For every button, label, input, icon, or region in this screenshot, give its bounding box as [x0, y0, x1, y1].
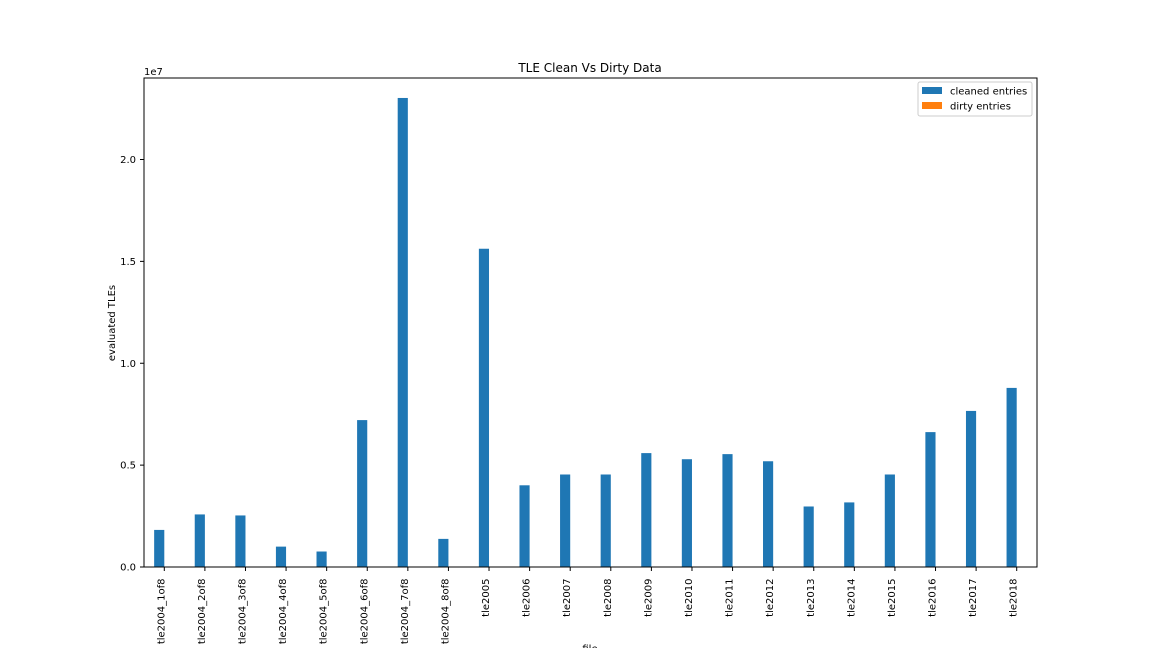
- x-tick-label: tle2017: [968, 579, 979, 617]
- bar-cleaned-tle2014: [844, 502, 855, 567]
- x-tick-label: tle2018: [1009, 579, 1020, 617]
- x-tick-label: tle2004_4of8: [278, 579, 289, 645]
- x-tick-label: tle2004_6of8: [359, 579, 370, 645]
- bars-layer: [154, 97, 1027, 567]
- bar-cleaned-tle2016: [925, 432, 936, 567]
- x-axis-label: file: [582, 644, 597, 648]
- x-tick-label: tle2015: [887, 579, 898, 617]
- x-tick-label: tle2013: [806, 579, 817, 617]
- y-tick-label: 0.5: [120, 461, 136, 472]
- y-tick-label: 1.0: [120, 359, 136, 370]
- x-tick-label: tle2014: [846, 579, 857, 617]
- x-tick-label: tle2009: [643, 579, 654, 617]
- bar-cleaned-tle2012: [763, 461, 774, 567]
- y-axis-label: evaluated TLEs: [107, 285, 118, 361]
- x-tick-label: tle2016: [928, 579, 939, 617]
- bar-cleaned-tle2004_3of8: [235, 515, 246, 567]
- x-tick-label: tle2008: [603, 579, 614, 617]
- bar-cleaned-tle2010: [681, 459, 692, 567]
- plot-frame: [143, 77, 1038, 568]
- bar-cleaned-tle2017: [965, 410, 977, 567]
- legend: cleaned entries dirty entries: [917, 81, 1033, 117]
- x-tick-label: tle2005: [481, 579, 492, 617]
- bar-cleaned-tle2004_5of8: [316, 551, 327, 567]
- legend-box: [917, 81, 1033, 117]
- bar-cleaned-tle2006: [519, 485, 530, 567]
- x-tick-label: tle2010: [684, 579, 695, 617]
- bar-cleaned-tle2008: [600, 474, 611, 567]
- y-tick-label: 1.5: [120, 257, 136, 268]
- bar-cleaned-tle2004_4of8: [275, 546, 287, 567]
- bar-cleaned-tle2004_2of8: [194, 514, 205, 567]
- bar-cleaned-tle2004_8of8: [438, 538, 449, 567]
- y-tick-label: 0.0: [120, 563, 136, 574]
- axes-layer: 0.0 0.5 1.0 1.5 2.0 tle2004_1of8 tle2004_2of8 t…: [120, 77, 1038, 645]
- bar-cleaned-tle2004_6of8: [357, 420, 368, 567]
- bar-cleaned-tle2004_7of8: [397, 97, 408, 567]
- x-tick-label: tle2006: [522, 579, 533, 617]
- legend-label-cleaned: cleaned entries: [950, 87, 1027, 98]
- x-tick-label: tle2012: [765, 579, 776, 617]
- bar-cleaned-tle2007: [560, 474, 571, 567]
- bar-cleaned-tle2018: [1006, 387, 1017, 567]
- x-tick-label: tle2004_3of8: [237, 579, 248, 645]
- x-tick-label: tle2004_7of8: [400, 579, 411, 645]
- legend-swatch-cleaned: [922, 87, 942, 94]
- bar-cleaned-tle2009: [641, 453, 652, 567]
- y-offset-text: 1e7: [144, 67, 163, 78]
- x-tick-label: tle2004_1of8: [156, 579, 167, 645]
- bar-cleaned-tle2015: [884, 474, 895, 567]
- bar-cleaned-tle2011: [722, 454, 733, 567]
- legend-label-dirty: dirty entries: [950, 102, 1011, 113]
- bar-cleaned-tle2005: [478, 248, 490, 567]
- x-tick-label: tle2007: [562, 579, 573, 617]
- y-tick-label: 2.0: [120, 155, 136, 166]
- x-tick-label: tle2011: [725, 579, 736, 617]
- legend-swatch-dirty: [922, 102, 942, 109]
- x-tick-label: tle2004_2of8: [197, 579, 208, 645]
- bar-cleaned-tle2004_1of8: [154, 529, 165, 567]
- chart-title: TLE Clean Vs Dirty Data: [517, 61, 661, 75]
- x-tick-label: tle2004_8of8: [440, 579, 451, 645]
- bar-cleaned-tle2013: [803, 506, 814, 567]
- x-tick-label: tle2004_5of8: [319, 579, 330, 645]
